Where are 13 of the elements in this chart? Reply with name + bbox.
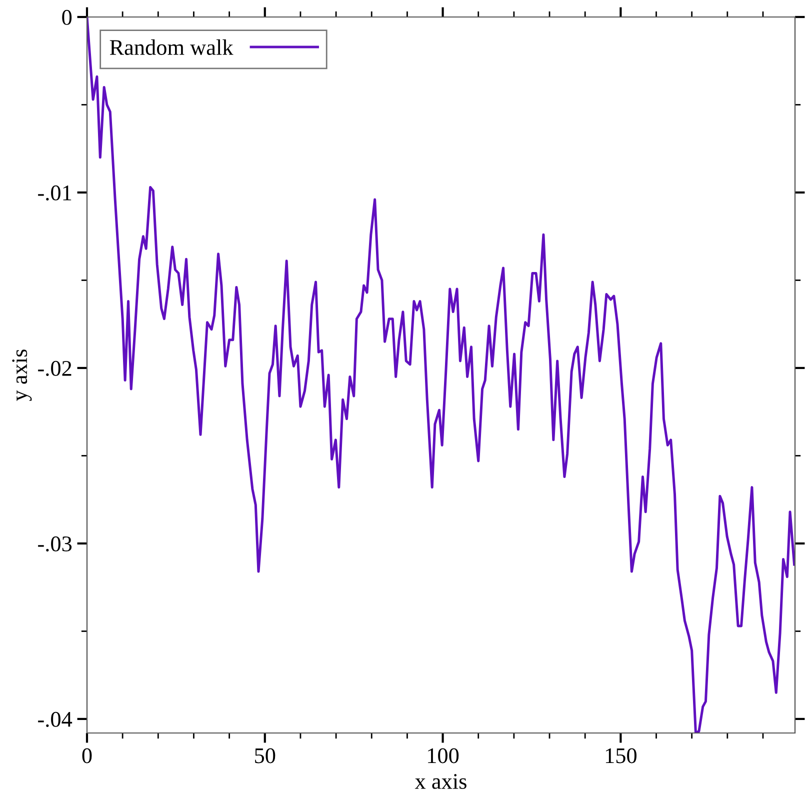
y-axis-title: y axis (12, 350, 32, 401)
y-tick-label: -.01 (38, 185, 72, 201)
x-tick-label: 100 (428, 748, 459, 764)
x-tick-label: 50 (255, 748, 276, 764)
line-series (87, 17, 795, 733)
y-tick-label: -.02 (38, 360, 72, 376)
y-tick-label: 0 (62, 10, 72, 25)
legend-label: Random walk (110, 39, 234, 55)
x-tick-label: 0 (82, 748, 92, 764)
x-tick-label: 150 (606, 748, 636, 764)
y-tick-label: -.03 (38, 536, 72, 552)
y-tick-label: -.04 (38, 712, 72, 727)
x-axis-title: x axis (414, 774, 466, 789)
